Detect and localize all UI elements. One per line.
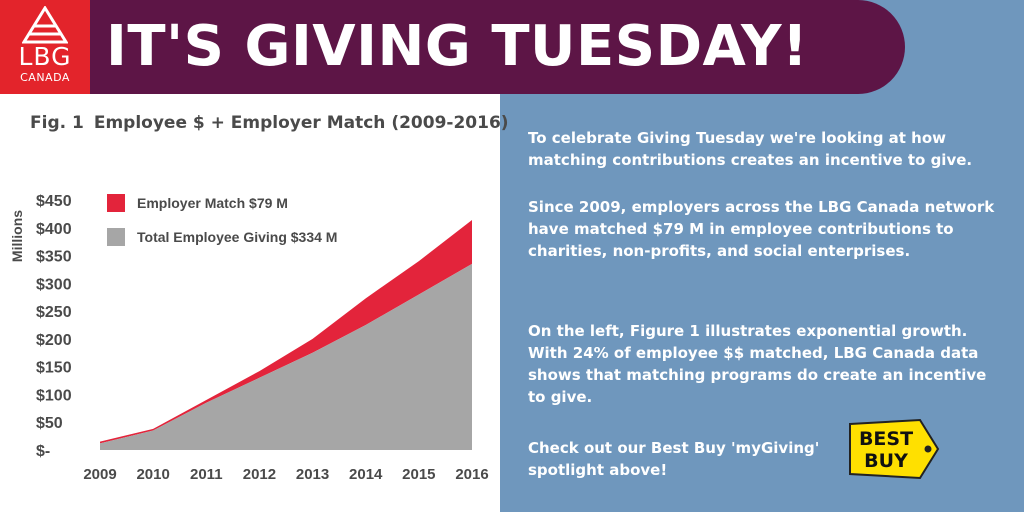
- spotlight-paragraph: Check out our Best Buy 'myGiving' spotli…: [528, 439, 820, 479]
- y-tick-label: $350: [36, 249, 72, 266]
- x-tick-label: 2015: [402, 466, 435, 483]
- legend-swatch: [107, 228, 125, 246]
- logo-subtitle: CANADA: [20, 71, 70, 84]
- y-tick-label: $150: [36, 360, 72, 377]
- x-tick-label: 2016: [455, 466, 488, 483]
- triangle-logo-icon: [22, 6, 68, 44]
- match-paragraph: Since 2009, employers across the LBG Can…: [528, 198, 995, 260]
- y-tick-label: $50: [36, 415, 63, 432]
- page-headline: IT'S GIVING TUESDAY!: [106, 14, 809, 79]
- y-tick-label: $300: [36, 276, 72, 293]
- y-tick-label: $100: [36, 387, 72, 404]
- growth-paragraph: On the left, Figure 1 illustrates expone…: [528, 322, 987, 406]
- x-tick-label: 2011: [190, 466, 223, 483]
- y-tick-label: $400: [36, 221, 72, 238]
- y-tick-label: $450: [36, 193, 72, 210]
- x-tick-label: 2014: [349, 466, 383, 483]
- figure-label: Fig. 1: [30, 113, 84, 133]
- x-tick-label: 2009: [83, 466, 116, 483]
- best-buy-logo[interactable]: BEST BUY: [848, 418, 940, 480]
- title-banner: LBG CANADA IT'S GIVING TUESDAY!: [0, 0, 905, 94]
- y-tick-label: $200: [36, 332, 72, 349]
- y-axis-label: Millions: [9, 210, 25, 262]
- x-tick-label: 2013: [296, 466, 329, 483]
- giving-area-chart: $- $50 $100 $150 $200 $250 $300 $350 $400 $450 20…: [9, 193, 489, 483]
- legend-label: Employer Match $79 M: [137, 195, 288, 211]
- x-tick-label: 2012: [243, 466, 276, 483]
- best-buy-logo-line2: BUY: [864, 450, 908, 472]
- legend-label: Total Employee Giving $334 M: [137, 229, 337, 245]
- figure-title-text: Employee $ + Employer Match (2009-2016): [93, 113, 509, 133]
- intro-paragraph: To celebrate Giving Tuesday we're lookin…: [528, 129, 973, 169]
- y-tick-label: $250: [36, 304, 72, 321]
- x-tick-label: 2010: [136, 466, 169, 483]
- figure-title: Fig. 1 Employee $ + Employer Match (2009-…: [30, 113, 509, 133]
- logo-name: LBG: [18, 42, 72, 71]
- y-tick-label: $-: [36, 443, 50, 460]
- lbg-canada-logo: LBG CANADA: [0, 0, 90, 94]
- legend-swatch: [107, 194, 125, 212]
- best-buy-logo-line1: BEST: [859, 428, 913, 450]
- employee-giving-area: [100, 263, 472, 450]
